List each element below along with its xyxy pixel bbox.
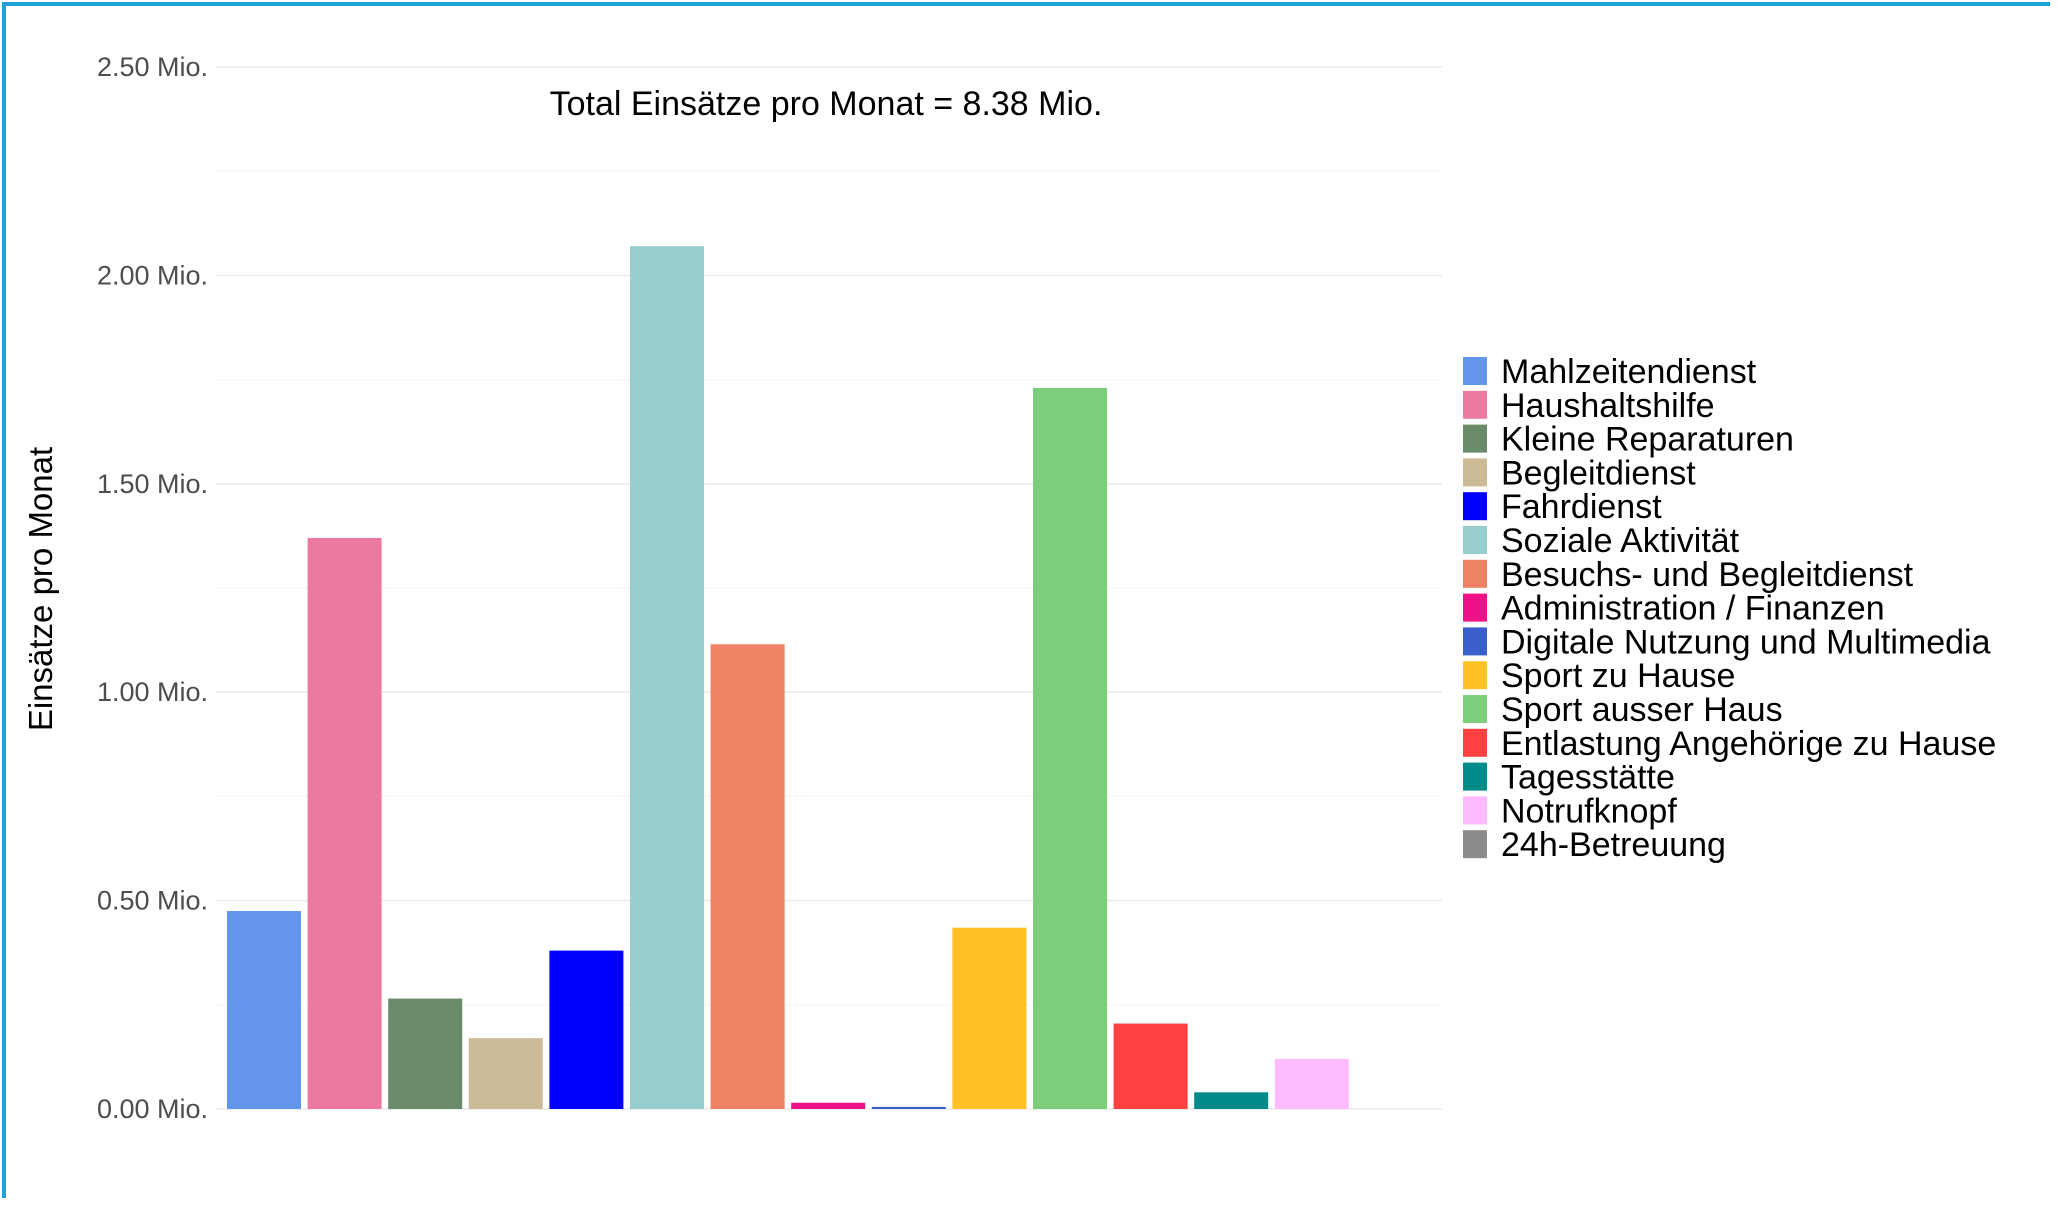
legend-label: Digitale Nutzung und Multimedia bbox=[1501, 623, 1991, 661]
legend-key bbox=[1463, 526, 1487, 554]
legend-key bbox=[1463, 695, 1487, 723]
legend-label: Sport zu Hause bbox=[1501, 657, 1735, 695]
y-axis-ticks: 0.00 Mio. 0.50 Mio. 1.00 Mio. 1.50 Mio. 2.00… bbox=[97, 52, 208, 1124]
legend-key bbox=[1463, 559, 1487, 588]
legend-label: Fahrdienst bbox=[1501, 488, 1662, 526]
legend-key bbox=[1463, 830, 1487, 859]
legend-label: Entlastung Angehörige zu Hause bbox=[1501, 725, 1996, 763]
bar bbox=[307, 537, 382, 1109]
grid-lines bbox=[216, 66, 1442, 1110]
y-tick-label: 0.00 Mio. bbox=[97, 1094, 208, 1124]
legend-key bbox=[1463, 357, 1487, 385]
legend-label: Sport ausser Haus bbox=[1501, 691, 1783, 729]
bar bbox=[1194, 1092, 1269, 1109]
y-tick-label: 2.50 Mio. bbox=[97, 52, 208, 82]
legend-label: Administration / Finanzen bbox=[1501, 590, 1885, 628]
bar bbox=[630, 246, 704, 1109]
legend-label: Haushaltshilfe bbox=[1501, 387, 1715, 425]
bar bbox=[1033, 387, 1107, 1109]
bar bbox=[791, 1102, 866, 1109]
legend-label: 24h-Betreuung bbox=[1501, 826, 1726, 864]
legend-key bbox=[1463, 762, 1487, 791]
legend-key bbox=[1463, 458, 1487, 487]
legend-key bbox=[1463, 661, 1487, 690]
legend-label: Notrufknopf bbox=[1501, 792, 1677, 830]
legend-key bbox=[1463, 390, 1487, 419]
total-annotation: Total Einsätze pro Monat = 8.38 Mio. bbox=[550, 85, 1103, 123]
legend-label: Besuchs- und Begleitdienst bbox=[1501, 556, 1914, 594]
bar bbox=[549, 950, 624, 1109]
legend-label: Kleine Reparaturen bbox=[1501, 421, 1794, 459]
legend-key bbox=[1463, 796, 1487, 825]
bar bbox=[710, 644, 785, 1109]
legend-label: Soziale Aktivität bbox=[1501, 522, 1740, 560]
bar bbox=[871, 1106, 946, 1109]
y-tick-label: 1.00 Mio. bbox=[97, 677, 208, 707]
legend-label: Begleitdienst bbox=[1501, 454, 1696, 492]
legend-label: Mahlzeitendienst bbox=[1501, 353, 1757, 391]
legend-label: Tagesstätte bbox=[1501, 759, 1675, 797]
bar bbox=[1274, 1058, 1349, 1109]
y-tick-label: 1.50 Mio. bbox=[97, 469, 208, 499]
bar bbox=[227, 911, 301, 1109]
legend-key bbox=[1463, 728, 1487, 757]
bar bbox=[1113, 1023, 1188, 1109]
bar bbox=[952, 927, 1027, 1109]
y-axis-label: Einsätze pro Monat bbox=[22, 447, 59, 731]
y-tick-label: 2.00 Mio. bbox=[97, 260, 208, 290]
legend-key bbox=[1463, 492, 1487, 521]
y-tick-label: 0.50 Mio. bbox=[97, 886, 208, 916]
legend-key bbox=[1463, 424, 1487, 453]
bar bbox=[468, 1038, 543, 1109]
legend-key bbox=[1463, 593, 1487, 622]
bars bbox=[227, 246, 1349, 1109]
bar bbox=[388, 998, 463, 1109]
bar-chart: 0.00 Mio. 0.50 Mio. 1.00 Mio. 1.50 Mio. 2.00… bbox=[22, 52, 1996, 1124]
legend-key bbox=[1463, 627, 1487, 656]
